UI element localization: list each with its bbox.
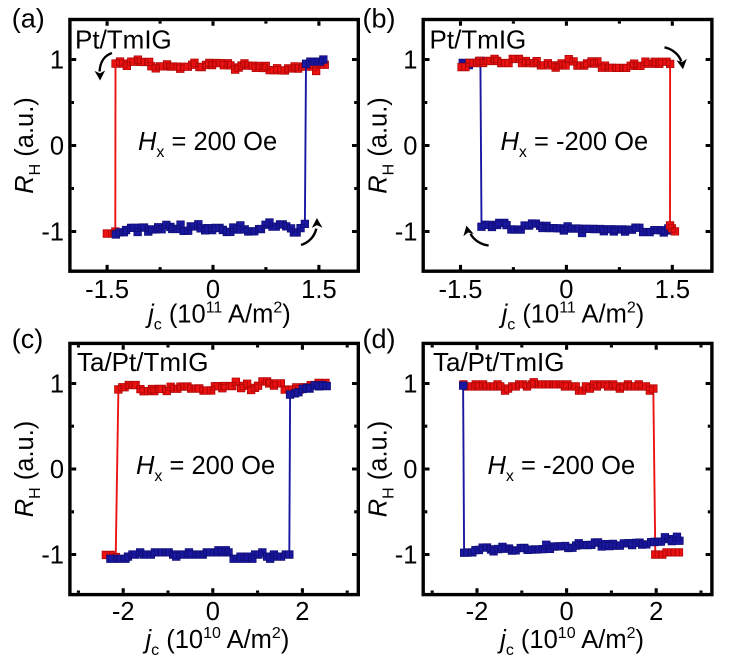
svg-text:(a): (a) bbox=[12, 4, 45, 34]
svg-text:1: 1 bbox=[50, 370, 64, 398]
svg-text:-1.5: -1.5 bbox=[85, 276, 129, 304]
svg-text:1.5: 1.5 bbox=[301, 276, 336, 304]
svg-text:0: 0 bbox=[403, 132, 417, 160]
svg-text:0: 0 bbox=[50, 456, 64, 484]
svg-text:jc (1011 A/m2): jc (1011 A/m2) bbox=[499, 300, 645, 334]
svg-text:1: 1 bbox=[403, 46, 417, 74]
svg-text:Hx = -200 Oe: Hx = -200 Oe bbox=[501, 128, 649, 161]
svg-text:RH (a.u.): RH (a.u.) bbox=[11, 97, 44, 194]
svg-text:Pt/TmIG: Pt/TmIG bbox=[430, 25, 527, 55]
svg-text:(b): (b) bbox=[363, 4, 396, 34]
svg-text:jc (1010 A/m2): jc (1010 A/m2) bbox=[142, 625, 289, 659]
svg-text:2: 2 bbox=[295, 598, 309, 626]
svg-text:0: 0 bbox=[560, 598, 574, 626]
svg-text:-2: -2 bbox=[466, 598, 489, 626]
svg-text:RH (a.u.): RH (a.u.) bbox=[365, 97, 398, 194]
svg-text:1: 1 bbox=[50, 46, 64, 74]
svg-text:1: 1 bbox=[403, 370, 417, 398]
svg-text:0: 0 bbox=[206, 276, 220, 304]
svg-text:Ta/Pt/TmIG: Ta/Pt/TmIG bbox=[433, 347, 564, 377]
svg-text:0: 0 bbox=[559, 276, 573, 304]
svg-text:-1.5: -1.5 bbox=[439, 276, 483, 304]
svg-text:-1: -1 bbox=[395, 218, 418, 246]
svg-text:2: 2 bbox=[649, 598, 663, 626]
svg-text:RH (a.u.): RH (a.u.) bbox=[11, 421, 44, 518]
svg-text:0: 0 bbox=[206, 598, 220, 626]
svg-text:Hx = 200 Oe: Hx = 200 Oe bbox=[138, 128, 277, 161]
svg-text:Ta/Pt/TmIG: Ta/Pt/TmIG bbox=[77, 347, 208, 377]
svg-text:jc (1011 A/m2): jc (1011 A/m2) bbox=[145, 300, 291, 334]
svg-text:-1: -1 bbox=[395, 541, 418, 569]
svg-text:jc (1010 A/m2): jc (1010 A/m2) bbox=[497, 625, 644, 659]
svg-text:-1: -1 bbox=[41, 218, 64, 246]
svg-text:(d): (d) bbox=[363, 324, 396, 354]
svg-text:Pt/TmIG: Pt/TmIG bbox=[75, 25, 172, 55]
svg-text:Hx = -200 Oe: Hx = -200 Oe bbox=[488, 452, 636, 485]
svg-text:0: 0 bbox=[403, 456, 417, 484]
svg-text:-2: -2 bbox=[112, 598, 135, 626]
svg-text:0: 0 bbox=[50, 132, 64, 160]
svg-text:RH (a.u.): RH (a.u.) bbox=[365, 421, 398, 518]
svg-text:Hx = 200 Oe: Hx = 200 Oe bbox=[136, 452, 275, 485]
svg-text:1.5: 1.5 bbox=[655, 276, 690, 304]
svg-text:-1: -1 bbox=[41, 541, 64, 569]
svg-text:(c): (c) bbox=[12, 324, 43, 354]
